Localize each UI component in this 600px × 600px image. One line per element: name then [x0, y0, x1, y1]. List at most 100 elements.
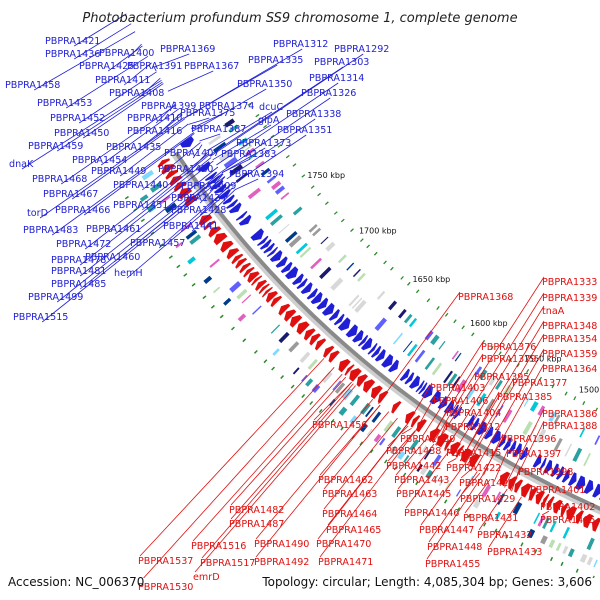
gc-marker — [384, 459, 388, 464]
reverse-gene-label: PBPRA1446 — [404, 508, 459, 519]
forward-gene-label: PBPRA1451 — [113, 200, 168, 211]
forward-leader-line — [78, 71, 157, 124]
gc-marker — [176, 264, 181, 269]
forward-gene-arrow — [300, 282, 313, 294]
category-block — [223, 297, 232, 306]
category-block — [164, 202, 178, 214]
category-block — [424, 357, 436, 370]
category-block — [579, 553, 588, 563]
forward-gene-arrow — [418, 382, 428, 395]
category-block — [209, 258, 220, 268]
reverse-gene-arrow — [231, 253, 244, 265]
gc-marker — [359, 441, 364, 446]
gc-marker — [592, 575, 595, 578]
gc-marker — [456, 507, 461, 512]
forward-leader-line — [216, 82, 339, 166]
forward-gene-arrow — [381, 354, 394, 368]
reverse-gene-arrow — [500, 471, 511, 486]
reverse-leader-line — [143, 367, 335, 578]
reverse-gene-arrow — [270, 295, 283, 308]
gc-marker — [505, 534, 509, 539]
gc-marker — [292, 163, 297, 167]
reverse-gene-label: PBPRA1368 — [458, 292, 513, 303]
reverse-gene-label: PBPRA1388 — [542, 421, 597, 432]
forward-gene-arrow — [592, 483, 600, 498]
forward-gene-arrow — [437, 396, 448, 410]
forward-gene-label: PBPRA1387 — [191, 124, 246, 135]
reverse-gene-arrow — [296, 321, 310, 335]
reverse-leader-line — [432, 371, 477, 444]
gc-marker — [366, 244, 370, 249]
category-block — [237, 313, 247, 322]
forward-gene-label: PBPRA1369 — [160, 44, 215, 55]
forward-leader-line — [123, 62, 152, 86]
forward-leader-line — [231, 134, 307, 186]
reverse-gene-arrow — [258, 283, 270, 294]
forward-leader-line — [199, 176, 226, 204]
forward-gene-arrow — [285, 266, 299, 280]
forward-leader-line — [192, 144, 203, 159]
gc-marker — [202, 295, 207, 300]
category-block — [338, 254, 347, 264]
reverse-gene-arrow — [213, 232, 228, 246]
gc-marker — [324, 201, 329, 205]
forward-gene-label: torD — [27, 208, 48, 219]
category-block — [325, 241, 336, 252]
reverse-leader-line — [466, 333, 545, 466]
backbone-shadow — [171, 152, 600, 515]
category-block — [187, 256, 196, 265]
forward-gene-label: glpA — [258, 115, 280, 126]
gc-marker — [444, 312, 449, 317]
forward-gene-label: PBPRA1383 — [221, 149, 276, 160]
reverse-leader-line — [201, 383, 354, 559]
forward-gene-label: PBPRA1435 — [106, 142, 161, 153]
category-block — [586, 537, 595, 551]
forward-leader-line — [212, 124, 272, 161]
reverse-gene-label: PBPRA1487 — [229, 519, 284, 530]
reverse-leader-line — [415, 395, 436, 432]
forward-gene-label: PBPRA1454 — [72, 155, 127, 166]
forward-gene-arrow — [280, 261, 293, 273]
reverse-gene-label: PBPRA1432 — [477, 530, 532, 541]
forward-gene-label: PBPRA1467 — [43, 189, 98, 200]
forward-gene-label: PBPRA1478 — [51, 255, 106, 266]
category-block — [444, 482, 451, 491]
gc-marker — [595, 407, 598, 412]
reverse-leader-line — [194, 385, 357, 573]
reverse-leader-line — [255, 404, 381, 558]
gc-marker — [573, 396, 577, 401]
gc-marker — [360, 238, 364, 242]
forward-gene-arrow — [197, 161, 211, 172]
forward-gene-arrow — [519, 446, 529, 461]
forward-leader-line — [188, 117, 210, 125]
reverse-gene-label: PBPRA1404 — [446, 408, 501, 419]
reverse-leader-line — [483, 433, 504, 476]
forward-leader-line — [56, 171, 222, 303]
forward-gene-arrow — [408, 375, 420, 389]
gc-marker — [453, 319, 457, 324]
gc-marker — [280, 375, 284, 379]
category-block — [299, 246, 312, 258]
category-block — [218, 149, 233, 162]
category-block — [349, 415, 358, 425]
reverse-gene-label: PBPRA1348 — [542, 321, 597, 332]
category-block — [223, 156, 238, 169]
reverse-gene-label: PBPRA1359 — [542, 349, 597, 360]
forward-gene-arrow — [567, 472, 577, 486]
kbp-tick-label: 1500 kbp — [579, 385, 600, 394]
gc-marker — [415, 289, 420, 294]
reverse-gene-arrow — [309, 333, 321, 346]
forward-gene-arrow — [512, 443, 522, 457]
category-block — [299, 351, 311, 363]
forward-gene-arrow — [306, 288, 318, 300]
reverse-gene-arrow — [203, 220, 216, 231]
forward-gene-arrow — [266, 246, 278, 257]
category-block — [451, 376, 461, 389]
category-block — [139, 194, 149, 202]
category-block — [213, 286, 221, 294]
forward-gene-label: PBPRA1485 — [51, 279, 106, 290]
reverse-leader-line — [459, 391, 500, 462]
category-block — [488, 375, 497, 386]
category-block — [455, 379, 468, 394]
category-block — [392, 332, 403, 345]
